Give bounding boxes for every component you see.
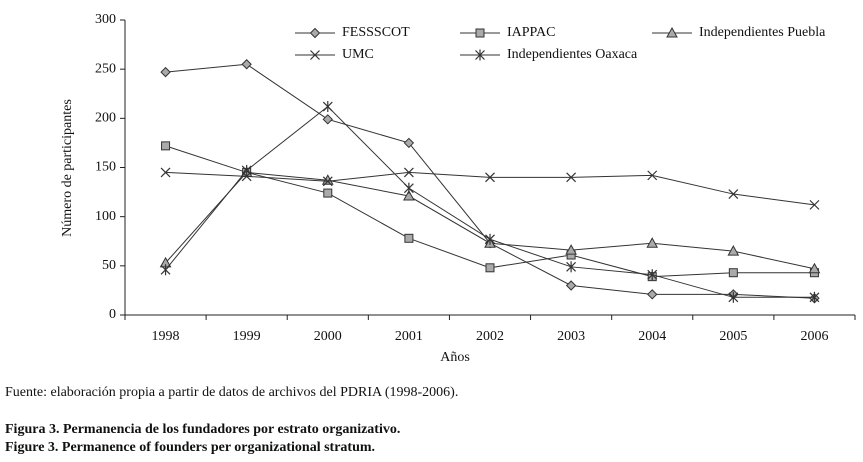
legend-label: UMC <box>342 47 374 62</box>
y-tick-label: 50 <box>102 258 116 273</box>
y-tick-label: 100 <box>95 209 116 224</box>
marker <box>728 189 739 199</box>
marker-shape <box>485 263 495 273</box>
y-tick-label: 200 <box>95 111 116 126</box>
marker-shape <box>647 170 658 181</box>
marker <box>241 164 252 176</box>
marker <box>310 50 320 60</box>
marker-shape <box>403 167 414 178</box>
series-line <box>165 171 815 270</box>
marker-shape <box>323 188 333 198</box>
legend-label: Independientes Puebla <box>699 25 826 40</box>
marker-shape <box>161 141 171 151</box>
series-line <box>165 145 815 278</box>
y-tick-label: 250 <box>95 61 116 76</box>
marker <box>485 263 495 273</box>
marker-shape <box>404 233 414 243</box>
x-tick-label: 2005 <box>719 329 747 344</box>
marker <box>160 66 171 78</box>
marker <box>322 114 333 125</box>
marker <box>475 49 485 61</box>
marker-shape <box>809 199 820 210</box>
marker-shape <box>728 268 738 278</box>
marker <box>309 27 321 39</box>
y-axis-label: Número de participantes <box>60 99 75 237</box>
marker-shape <box>403 137 415 149</box>
marker <box>666 26 678 38</box>
marker <box>809 199 820 210</box>
marker-shape <box>321 174 334 185</box>
legend-label: Independientes Oaxaca <box>507 47 638 62</box>
marker-shape <box>475 28 485 38</box>
caption: Figura 3. Permanencia de los fundadores … <box>5 422 400 437</box>
marker <box>161 141 171 151</box>
x-tick-label: 2001 <box>395 329 423 344</box>
marker <box>566 261 577 273</box>
marker <box>160 167 171 178</box>
marker <box>566 172 577 183</box>
marker-shape <box>322 114 333 125</box>
legend-label: IAPPAC <box>507 25 556 40</box>
marker-shape <box>565 280 577 291</box>
marker <box>403 182 414 194</box>
source-note: Fuente: elaboración propia a partir de d… <box>5 385 458 400</box>
marker <box>404 233 414 243</box>
marker-shape <box>310 50 320 60</box>
y-tick-label: 150 <box>95 160 116 175</box>
x-tick-label: 2002 <box>476 329 504 344</box>
marker <box>728 268 738 278</box>
marker <box>485 233 495 245</box>
marker <box>647 289 658 300</box>
x-tick-label: 2003 <box>557 329 585 344</box>
marker <box>322 176 333 187</box>
marker-shape <box>728 189 739 199</box>
marker-shape <box>666 26 678 38</box>
marker <box>647 170 658 181</box>
marker-shape <box>160 66 171 78</box>
marker-shape <box>309 27 321 39</box>
marker <box>403 189 415 201</box>
y-tick-label: 0 <box>109 307 116 322</box>
marker-shape <box>566 172 577 183</box>
marker-shape <box>647 289 658 300</box>
marker-shape <box>727 245 740 256</box>
marker-shape <box>485 172 495 183</box>
marker <box>403 137 415 149</box>
marker <box>241 59 252 70</box>
series-line <box>165 63 815 299</box>
marker <box>323 188 333 198</box>
marker <box>646 237 659 248</box>
legend-label: FESSSCOT <box>342 25 410 40</box>
marker-shape <box>565 244 577 255</box>
marker-shape <box>241 59 252 70</box>
x-tick-label: 2000 <box>314 329 342 344</box>
marker <box>160 264 171 276</box>
marker <box>565 280 577 291</box>
marker <box>728 291 739 303</box>
marker <box>321 174 334 185</box>
marker-shape <box>646 237 659 248</box>
marker <box>809 291 820 303</box>
marker-shape <box>160 167 171 178</box>
marker <box>565 244 577 255</box>
caption: Figure 3. Permanence of founders per org… <box>5 440 375 455</box>
marker <box>322 101 333 113</box>
x-tick-label: 1998 <box>152 329 180 344</box>
y-tick-label: 300 <box>95 12 116 27</box>
marker <box>485 172 495 183</box>
marker-shape <box>808 262 821 274</box>
x-tick-label: 2006 <box>800 329 828 344</box>
marker-shape <box>322 176 333 187</box>
marker <box>475 28 485 38</box>
marker <box>727 245 740 256</box>
marker <box>403 167 414 178</box>
x-tick-label: 1999 <box>233 329 261 344</box>
x-axis-label: Años <box>440 350 470 365</box>
marker <box>808 262 821 274</box>
marker <box>647 269 658 281</box>
x-tick-label: 2004 <box>638 329 666 344</box>
marker-shape <box>403 189 415 201</box>
